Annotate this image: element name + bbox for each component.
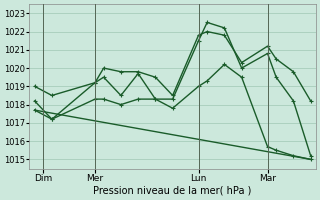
X-axis label: Pression niveau de la mer( hPa ): Pression niveau de la mer( hPa ) [93,186,252,196]
